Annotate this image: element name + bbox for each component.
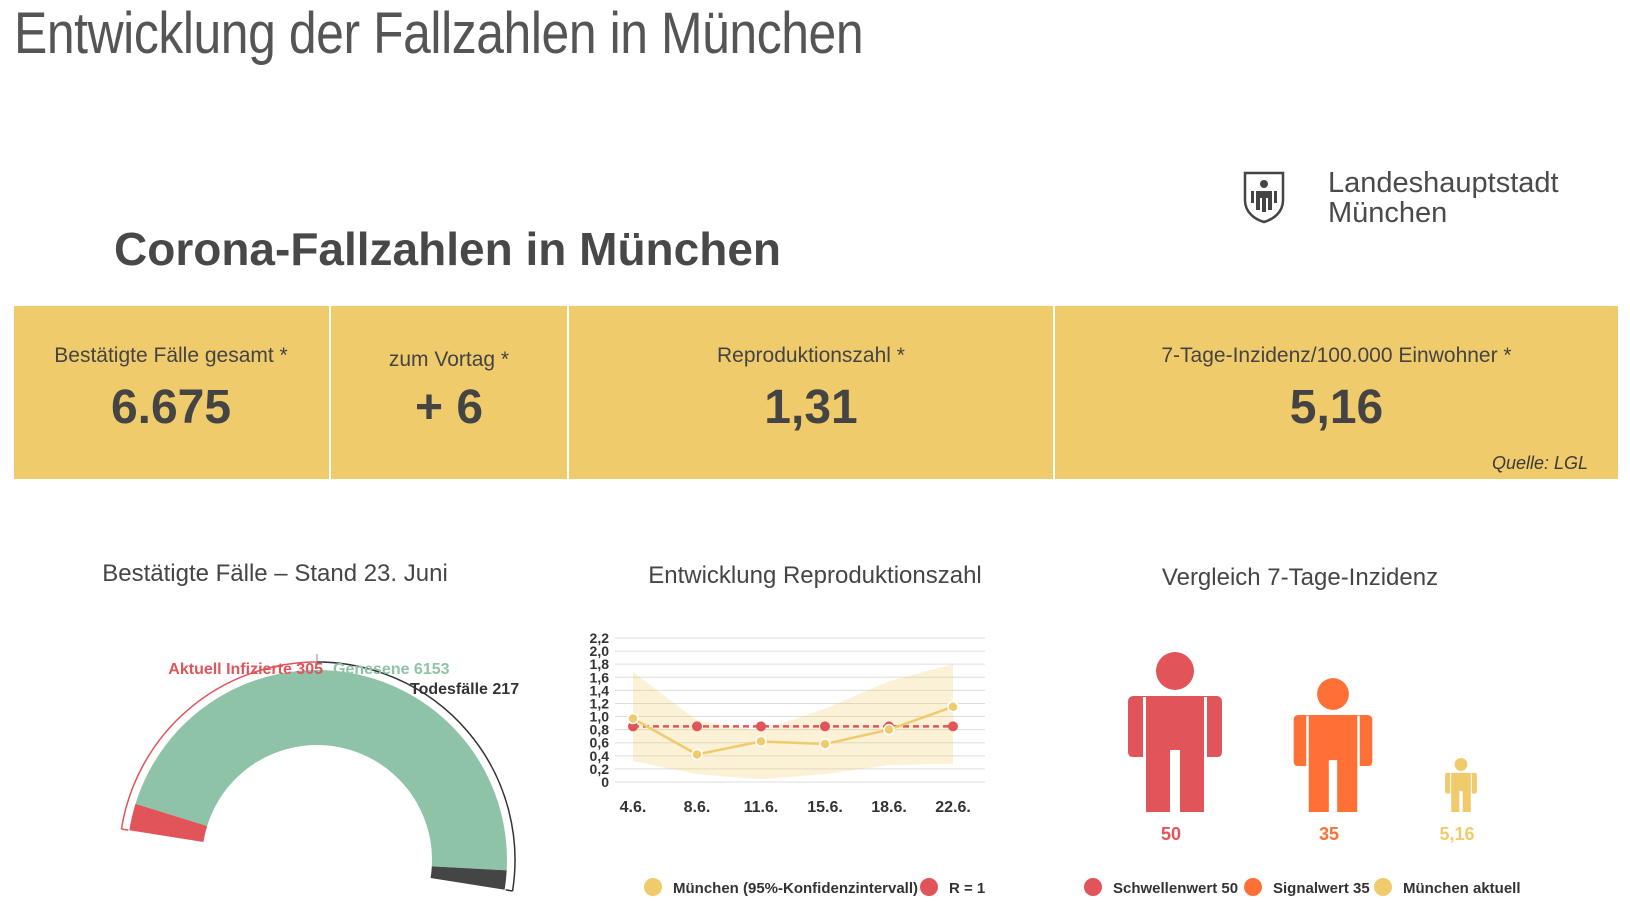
y-tick-label: 1,2 xyxy=(590,695,610,711)
value-label: 35 xyxy=(1319,824,1339,844)
kpi-label: zum Vortag * xyxy=(388,348,510,371)
slice-recovered xyxy=(135,670,507,871)
y-tick-label: 0,8 xyxy=(590,722,610,738)
legend-munich-label: München (95%-Konfidenzintervall) xyxy=(673,880,918,897)
y-tick-label: 1,8 xyxy=(590,656,610,672)
y-tick-label: 0 xyxy=(601,774,609,790)
point-munich xyxy=(883,723,895,736)
logo-line-2: München xyxy=(1328,197,1448,229)
x-tick-label: 4.6. xyxy=(620,799,647,816)
y-tick-label: 0,4 xyxy=(590,748,610,764)
slice-label-infected: Aktuell Infizierte 305 xyxy=(168,661,323,678)
logo-text: Landeshauptstadt München xyxy=(1328,168,1559,228)
half-donut-chart: Aktuell Infizierte 305 Genesene 6153 Tod… xyxy=(120,654,519,892)
legend-marker xyxy=(1374,878,1392,896)
bracket-tick xyxy=(505,889,513,892)
x-tick-label: 18.6. xyxy=(871,799,907,816)
person-icon-threshold xyxy=(1128,652,1222,812)
kpi-value: 5,16 xyxy=(1289,381,1384,434)
y-tick-label: 1,4 xyxy=(590,682,610,698)
kpi-divider xyxy=(1053,306,1055,479)
kpi-label: Reproduktionszahl * xyxy=(717,344,905,367)
legend-label: München aktuell xyxy=(1403,880,1521,897)
kpi-value: 6.675 xyxy=(110,381,232,434)
slice-label-recovered: Genesene 6153 xyxy=(333,661,450,678)
slice-deaths xyxy=(430,866,507,890)
chart-title-reproduction: Entwicklung Reproduktionszahl xyxy=(648,562,982,589)
point-r1 xyxy=(628,721,638,732)
person-icon-signal xyxy=(1293,678,1373,812)
kpi-divider xyxy=(567,306,569,479)
y-tick-label: 1,0 xyxy=(590,709,610,725)
page-title: Entwicklung der Fallzahlen in München xyxy=(14,1,864,66)
value-label: 50 xyxy=(1161,824,1181,844)
y-tick-label: 2,2 xyxy=(590,630,610,646)
source-note: Quelle: LGL xyxy=(1491,453,1588,473)
value-label: 5,16 xyxy=(1439,824,1474,844)
slice-label-deaths: Todesfälle 217 xyxy=(410,681,519,698)
incidence-pictogram-chart: 50 35 5,16 Schwellenwert 50 Signalwert 35 Mü… xyxy=(1084,652,1521,897)
x-tick-label: 22.6. xyxy=(935,799,971,816)
kpi-reproduction-number: Reproduktionszahl * 1,31 xyxy=(569,306,1053,479)
x-tick-label: 8.6. xyxy=(684,799,711,816)
point-r1 xyxy=(756,721,766,732)
chart-title-cases: Bestätigte Fälle – Stand 23. Juni xyxy=(102,560,448,587)
point-r1 xyxy=(692,721,702,732)
y-tick-label: 0,6 xyxy=(590,735,610,751)
legend-marker xyxy=(1244,878,1262,896)
chart-title-incidence: Vergleich 7-Tage-Inzidenz xyxy=(1161,564,1439,591)
y-tick-label: 1,6 xyxy=(590,669,610,685)
point-munich xyxy=(691,748,703,761)
legend-r1-marker xyxy=(920,878,938,896)
kpi-value: 1,31 xyxy=(764,381,858,434)
reproduction-line-chart: 00,20,40,60,81,01,21,41,61,82,02,2 4.6. 8… xyxy=(590,630,986,897)
munich-coat-of-arms-icon xyxy=(1242,170,1286,229)
bracket-deaths xyxy=(316,661,516,892)
kpi-value: + 6 xyxy=(414,381,484,434)
logo-line-1: Landeshauptstadt xyxy=(1328,167,1559,199)
bracket-infected xyxy=(120,661,318,830)
bracket-tick xyxy=(121,828,129,831)
confidence-band xyxy=(633,664,953,780)
kpi-divider xyxy=(329,306,331,479)
series-line-munich xyxy=(632,705,954,756)
x-tick-label: 11.6. xyxy=(744,799,779,816)
kpi-band: Bestätigte Fälle gesamt * 6.675 zum Vort… xyxy=(14,306,1618,479)
slice-infected xyxy=(129,803,208,843)
point-r1 xyxy=(948,721,958,732)
legend-label: Signalwert 35 xyxy=(1273,880,1370,897)
point-munich xyxy=(947,700,959,713)
y-tick-label: 2,0 xyxy=(590,643,610,659)
point-munich xyxy=(627,712,639,725)
legend-label: Schwellenwert 50 xyxy=(1113,880,1238,897)
point-munich xyxy=(755,735,767,748)
kpi-confirmed-cases: Bestätigte Fälle gesamt * 6.675 xyxy=(14,306,328,479)
point-munich xyxy=(819,738,831,750)
point-r1 xyxy=(820,721,830,732)
person-icon-munich xyxy=(1445,758,1477,812)
main-heading: Corona-Fallzahlen in München xyxy=(114,223,782,275)
legend-marker xyxy=(1084,878,1102,896)
kpi-label: 7-Tage-Inzidenz/100.000 Einwohner * xyxy=(1161,344,1512,367)
legend-munich-marker xyxy=(644,878,662,896)
legend-r1-label: R = 1 xyxy=(949,880,985,897)
kpi-previous-day: zum Vortag * + 6 xyxy=(331,306,567,479)
kpi-label: Bestätigte Fälle gesamt * xyxy=(54,344,288,367)
x-tick-label: 15.6. xyxy=(807,799,843,816)
y-tick-label: 0,2 xyxy=(590,761,610,777)
kpi-incidence: 7-Tage-Inzidenz/100.000 Einwohner * 5,16… xyxy=(1055,306,1618,479)
